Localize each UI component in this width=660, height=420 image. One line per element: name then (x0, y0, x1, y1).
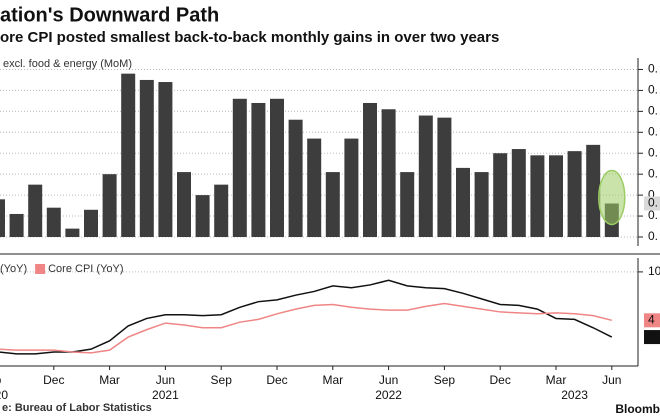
bar (307, 138, 322, 237)
y-tick-label: 0. (648, 83, 658, 97)
bar (474, 172, 489, 237)
x-tick-label: Sep (211, 373, 233, 387)
bar (418, 115, 433, 237)
bar (549, 155, 563, 237)
bar (586, 144, 601, 237)
end-label-box (644, 330, 660, 345)
bar (46, 207, 61, 237)
y-tick-label: 0. (648, 166, 658, 180)
chart-title: ation's Downward Path (0, 4, 219, 26)
legend-swatch (35, 264, 46, 274)
x-tick-label: Jun (379, 373, 398, 387)
y-tick-label: 0. (648, 124, 658, 138)
bar (214, 184, 229, 237)
bar (251, 102, 266, 237)
bar (437, 117, 452, 237)
end-label: 4 (648, 312, 655, 326)
x-tick-label: Dec (490, 373, 511, 387)
year-label: 2021 (152, 388, 179, 402)
year-label: 2022 (375, 388, 402, 402)
x-tick-label: Sep (434, 373, 456, 387)
legend-label: (YoY) (0, 263, 27, 275)
end-label-box (644, 313, 660, 328)
bar (9, 213, 24, 237)
x-tick-label: Mar (322, 373, 343, 387)
source: e: Bureau of Labor Statistics (2, 402, 152, 414)
bar (270, 98, 284, 237)
bar (232, 98, 247, 237)
bar (567, 151, 582, 237)
year-label: 2023 (561, 388, 588, 402)
x-tick-label: Dec (266, 373, 287, 387)
y-tick-label: 0. (648, 104, 658, 118)
y-tick-label: 0. (648, 145, 658, 159)
bar (102, 174, 117, 237)
chart-subtitle: ore CPI posted smallest back-to-back mon… (0, 29, 499, 46)
year-label: 020 (0, 388, 8, 402)
highlight (598, 169, 626, 226)
legend-label: Core CPI (YoY) (48, 263, 123, 275)
bar (177, 172, 191, 237)
bar (530, 155, 545, 237)
bar (84, 209, 98, 237)
x-tick-label: Mar (99, 373, 120, 387)
x-tick-label: Dec (43, 373, 64, 387)
x-tick-label: Jun (602, 373, 621, 387)
y-tick-label: 0. (648, 187, 658, 201)
line (0, 302, 612, 354)
bar (363, 102, 377, 237)
bar (456, 167, 470, 237)
x-tick-label: Mar (546, 373, 567, 387)
brand: Bloomb (615, 402, 660, 416)
bar (493, 153, 508, 237)
bar (0, 199, 5, 237)
bar (325, 172, 340, 237)
bar (28, 184, 43, 237)
bar (288, 119, 303, 237)
legend-label: excl. food & energy (MoM) (3, 58, 132, 70)
bar (139, 79, 154, 237)
bar (511, 149, 526, 237)
y-tick-label: 10 (648, 264, 660, 278)
bar (158, 82, 173, 237)
y-tick-label: 0. (648, 229, 658, 243)
bar (344, 138, 359, 237)
end-label: 3. (648, 329, 658, 343)
bar (65, 228, 80, 237)
bar (195, 195, 210, 237)
y-tick-label: 0. (648, 62, 658, 76)
end-label-box (644, 196, 660, 211)
end-label: 0. (648, 196, 658, 210)
bar (381, 109, 396, 237)
x-tick-label: p (0, 373, 2, 387)
y-tick-label: 0. (648, 208, 658, 222)
bar (400, 172, 415, 237)
bar (121, 73, 136, 238)
line (0, 279, 613, 355)
x-tick-label: Jun (156, 373, 175, 387)
